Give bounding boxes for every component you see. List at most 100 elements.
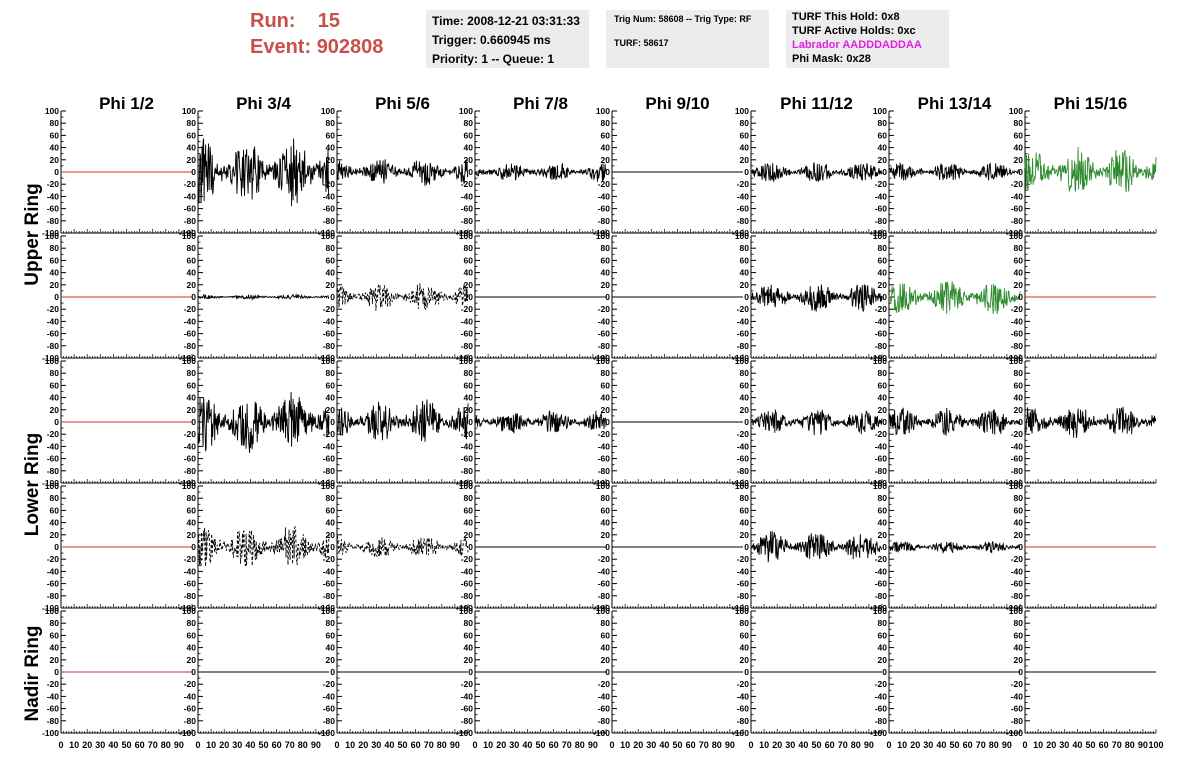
y-tick-label: -100 [593,353,610,363]
waveform-trace [336,158,469,187]
run-label: Run: [250,10,296,32]
y-tick-label: -40 [1011,191,1024,201]
x-tick-label: 90 [725,740,735,750]
y-tick-label: 100 [596,356,610,366]
y-tick-label: 60 [464,380,474,390]
x-tick-label: 10 [759,740,769,750]
x-tick-label: 10 [897,740,907,750]
waveform-trace [197,525,330,567]
y-tick-label: 60 [878,130,888,140]
turf-hold-text: TURF This Hold: 0x8 [792,11,900,23]
waveform-trace [750,531,883,563]
y-tick-label: 100 [873,231,887,241]
x-tick-label: 50 [811,740,821,750]
y-tick-label: 80 [50,618,60,628]
y-tick-label: 60 [740,630,750,640]
y-tick-label: -20 [875,304,888,314]
x-tick-label: 70 [838,740,848,750]
trigger-info-panel: Trig Num: 58608 -- Trig Type: RF TURF: 5… [606,10,769,68]
y-tick-label: 60 [1014,255,1024,265]
waveform-trace [1024,406,1157,439]
waveform-trace [474,409,607,434]
y-tick-label: 60 [740,130,750,140]
y-tick-label: -40 [47,316,60,326]
y-tick-label: 80 [601,243,611,253]
x-tick-label: 40 [936,740,946,750]
y-tick-label: 0 [330,292,335,302]
x-tick-label: 90 [174,740,184,750]
x-tick-label: 30 [371,740,381,750]
y-tick-label: 40 [464,268,474,278]
turf-info-panel: TURF This Hold: 0x8 TURF Active Holds: 0… [786,10,949,68]
y-tick-label: -100 [1006,728,1023,738]
x-tick-label: 30 [646,740,656,750]
y-tick-label: 100 [873,356,887,366]
x-tick-label: 30 [509,740,519,750]
y-tick-label: 20 [601,530,611,540]
y-tick-label: 100 [1009,481,1023,491]
y-tick-label: -80 [323,341,336,351]
x-tick-label: 40 [522,740,532,750]
y-tick-label: -60 [737,204,750,214]
y-tick-label: -60 [47,579,60,589]
y-tick-label: 60 [1014,505,1024,515]
y-tick-label: -20 [875,679,888,689]
y-tick-label: 40 [464,518,474,528]
x-tick-label: 70 [1112,740,1122,750]
y-tick-label: 100 [45,356,59,366]
x-tick-label: 90 [311,740,321,750]
y-tick-label: 40 [50,268,60,278]
y-tick-label: 80 [601,368,611,378]
y-tick-label: -40 [737,316,750,326]
y-tick-label: -20 [1011,429,1024,439]
y-tick-label: 80 [50,243,60,253]
x-tick-label: 50 [397,740,407,750]
y-tick-label: -40 [1011,691,1024,701]
y-tick-label: -60 [184,704,197,714]
y-tick-label: -40 [184,191,197,201]
x-tick-label: 10 [206,740,216,750]
y-tick-label: -100 [1006,603,1023,613]
y-tick-label: 40 [464,393,474,403]
y-tick-label: -40 [461,441,474,451]
y-tick-label: 0 [1018,292,1023,302]
time-text: Time: 2008-12-21 03:31:33 [432,14,580,28]
y-tick-label: 60 [50,505,60,515]
y-tick-label: 100 [1009,231,1023,241]
y-tick-label: 80 [878,618,888,628]
y-tick-label: 0 [54,542,59,552]
y-tick-label: 60 [878,380,888,390]
y-tick-label: -60 [1011,579,1024,589]
y-tick-label: 60 [601,380,611,390]
run-event-box: Run: 15 Event: 902808 [250,8,383,60]
y-tick-label: 80 [50,118,60,128]
y-tick-label: -60 [323,704,336,714]
y-tick-label: 100 [459,356,473,366]
x-tick-label: 50 [1085,740,1095,750]
y-tick-label: 0 [191,167,196,177]
x-tick-label: 30 [1059,740,1069,750]
y-tick-label: -40 [875,441,888,451]
y-tick-label: -80 [598,716,611,726]
y-tick-label: -20 [737,679,750,689]
y-tick-label: 20 [740,155,750,165]
y-tick-label: -20 [875,429,888,439]
y-tick-label: -80 [184,341,197,351]
waveform-trace [1024,146,1157,193]
waveform-trace [336,535,469,558]
y-tick-label: -40 [47,441,60,451]
y-tick-label: -20 [323,179,336,189]
y-tick-label: -100 [318,228,335,238]
y-tick-label: -100 [593,728,610,738]
y-tick-label: 40 [1014,393,1024,403]
y-tick-label: 80 [464,493,474,503]
y-tick-label: 20 [50,530,60,540]
y-tick-label: -100 [593,603,610,613]
y-tick-label: -100 [1006,478,1023,488]
y-tick-label: -40 [737,691,750,701]
y-tick-label: -100 [318,603,335,613]
y-tick-label: -100 [732,603,749,613]
y-tick-label: 80 [740,243,750,253]
y-tick-label: -80 [461,341,474,351]
y-tick-label: 60 [187,630,197,640]
